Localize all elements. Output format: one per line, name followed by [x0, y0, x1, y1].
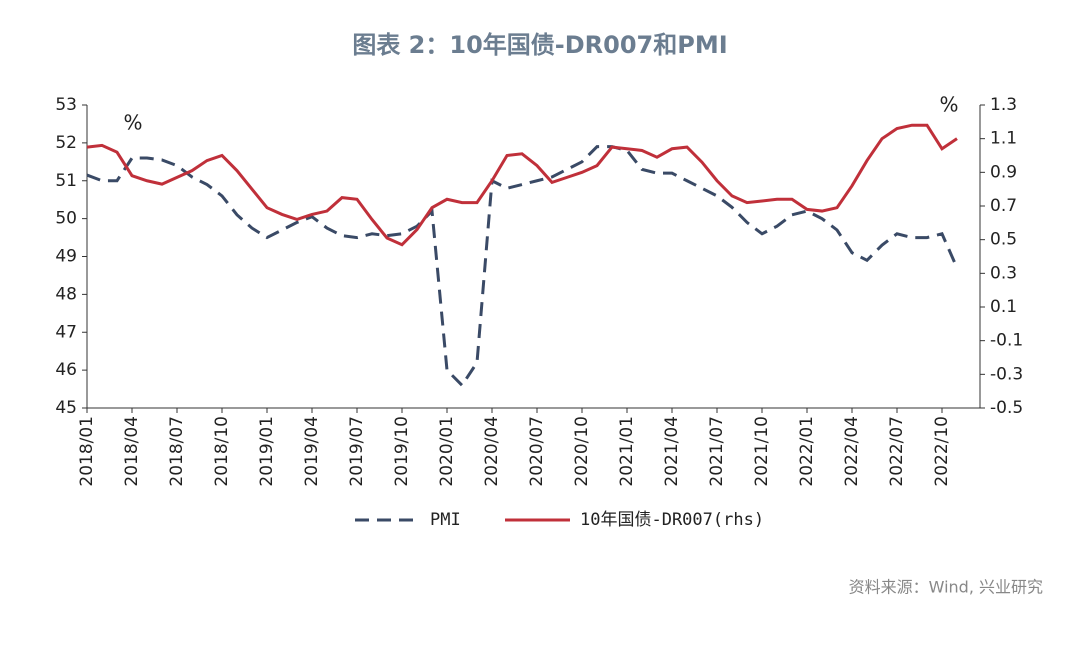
x-tick-label: 2021/10: [752, 416, 772, 487]
x-tick-label: 2019/01: [257, 416, 277, 487]
y-tick-label: 46: [55, 360, 77, 380]
y2-tick-label: -0.1: [990, 331, 1023, 351]
y-tick-label: 52: [55, 133, 77, 153]
y-tick-label: 47: [55, 322, 77, 342]
y-unit: %: [123, 111, 142, 135]
x-tick-label: 2018/10: [212, 416, 232, 487]
x-tick-label: 2018/07: [167, 416, 187, 487]
y2-tick-label: 0.9: [990, 162, 1017, 182]
x-tick-label: 2021/07: [707, 416, 727, 487]
y2-tick-label: 1.3: [990, 95, 1017, 115]
x-tick-label: 2021/04: [662, 416, 682, 487]
x-tick-label: 2018/01: [77, 416, 97, 487]
y-tick-label: 49: [55, 247, 77, 267]
x-tick-label: 2021/01: [617, 416, 637, 487]
x-tick-label: 2020/04: [482, 416, 502, 487]
y-tick-label: 51: [55, 171, 77, 191]
y2-tick-label: -0.5: [990, 398, 1023, 418]
x-tick-label: 2020/07: [527, 416, 547, 487]
y2-unit: %: [939, 93, 958, 117]
x-tick-label: 2022/07: [887, 416, 907, 487]
y2-tick-label: -0.3: [990, 364, 1023, 384]
y-tick-label: 50: [55, 209, 77, 229]
legend-label: PMI: [430, 510, 461, 530]
y2-tick-label: 0.3: [990, 263, 1017, 283]
x-tick-label: 2019/10: [392, 416, 412, 487]
x-tick-label: 2019/07: [347, 416, 367, 487]
x-tick-label: 2020/01: [437, 416, 457, 487]
x-tick-label: 2022/01: [797, 416, 817, 487]
y2-tick-label: 0.5: [990, 230, 1017, 250]
x-tick-label: 2018/04: [122, 416, 142, 487]
y2-tick-label: 0.1: [990, 297, 1017, 317]
y-tick-label: 45: [55, 398, 77, 418]
x-tick-label: 2019/04: [302, 416, 322, 487]
legend-label: 10年国债-DR007(rhs): [580, 510, 764, 530]
series-line: [86, 123, 958, 247]
y2-tick-label: 0.7: [990, 196, 1017, 216]
x-tick-label: 2022/10: [932, 416, 952, 487]
series-line: [86, 145, 959, 388]
y-tick-label: 48: [55, 284, 77, 304]
source: 资料来源：Wind, 兴业研究: [849, 578, 1043, 597]
x-tick-label: 2022/04: [842, 416, 862, 487]
y-tick-label: 53: [55, 95, 77, 115]
chart-title: 图表 2：10年国债-DR007和PMI: [352, 31, 727, 59]
x-tick-label: 2020/10: [572, 416, 592, 487]
y2-tick-label: 1.1: [990, 129, 1017, 149]
